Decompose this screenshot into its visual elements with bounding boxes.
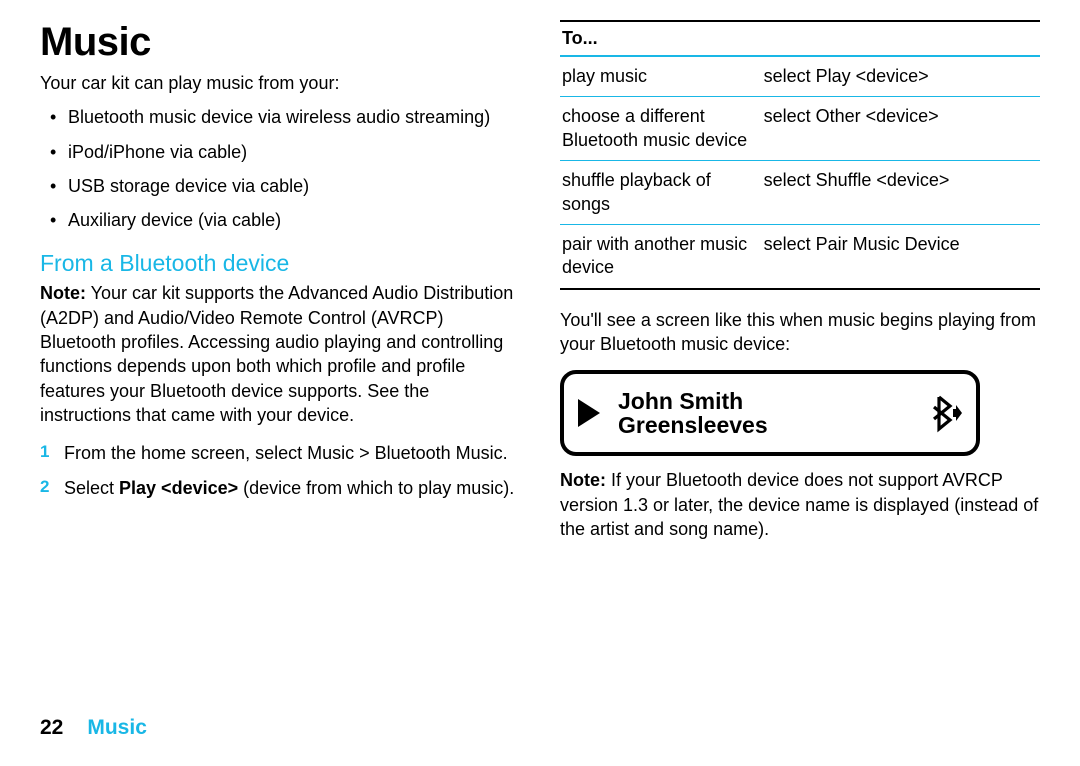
source-list: Bluetooth music device via wireless audi… xyxy=(40,105,520,232)
list-item: Auxiliary device (via cable) xyxy=(54,208,520,232)
actions-table: To... play music select Play <device> ch… xyxy=(560,20,1040,290)
page-number: 22 xyxy=(40,716,63,739)
table-cell: shuffle playback of songs xyxy=(560,161,762,225)
play-icon xyxy=(578,399,600,427)
table-cell: select Other <device> xyxy=(762,97,1040,161)
note-label: Note: xyxy=(560,470,606,490)
device-screen-mock: John Smith Greensleeves xyxy=(560,370,980,456)
track-line: Greensleeves xyxy=(618,413,916,437)
table-cell: select Pair Music Device xyxy=(762,224,1040,288)
table-row: pair with another music device select Pa… xyxy=(560,224,1040,288)
table-cell: choose a different Bluetooth music devic… xyxy=(560,97,762,161)
list-item: USB storage device via cable) xyxy=(54,174,520,198)
artist-line: John Smith xyxy=(618,389,916,413)
table-cell: pair with another music device xyxy=(560,224,762,288)
right-column: To... play music select Play <device> ch… xyxy=(560,20,1040,736)
table-row: choose a different Bluetooth music devic… xyxy=(560,97,1040,161)
now-playing-text: John Smith Greensleeves xyxy=(618,389,916,437)
bluetooth-streaming-icon xyxy=(926,393,962,433)
step-text: From the home screen, select Music > Blu… xyxy=(64,443,508,463)
note-paragraph: Note: Your car kit supports the Advanced… xyxy=(40,281,520,427)
two-column-layout: Music Your car kit can play music from y… xyxy=(40,20,1040,736)
table-row: shuffle playback of songs select Shuffle… xyxy=(560,161,1040,225)
step-number: 1 xyxy=(40,441,49,464)
table-row: play music select Play <device> xyxy=(560,56,1040,97)
left-column: Music Your car kit can play music from y… xyxy=(40,20,520,736)
page-footer: 22 Music xyxy=(40,716,147,740)
steps-list: 1 From the home screen, select Music > B… xyxy=(40,441,520,500)
table-cell: select Shuffle <device> xyxy=(762,161,1040,225)
step-text-bold: Play <device> xyxy=(119,478,238,498)
post-table-text: You'll see a screen like this when music… xyxy=(560,308,1040,357)
note2-paragraph: Note: If your Bluetooth device does not … xyxy=(560,468,1040,541)
step-text-before: Select xyxy=(64,478,119,498)
step-text-after: (device from which to play music). xyxy=(238,478,514,498)
list-item: Bluetooth music device via wireless audi… xyxy=(54,105,520,129)
table-header: To... xyxy=(560,21,1040,56)
table-cell: play music xyxy=(560,56,762,97)
intro-text: Your car kit can play music from your: xyxy=(40,71,520,95)
table-cell: select Play <device> xyxy=(762,56,1040,97)
footer-section: Music xyxy=(87,716,147,739)
step-item: 1 From the home screen, select Music > B… xyxy=(40,441,520,465)
subheading: From a Bluetooth device xyxy=(40,250,520,277)
step-item: 2 Select Play <device> (device from whic… xyxy=(40,476,520,500)
list-item: iPod/iPhone via cable) xyxy=(54,140,520,164)
step-number: 2 xyxy=(40,476,49,499)
note-label: Note: xyxy=(40,283,86,303)
manual-page: Music Your car kit can play music from y… xyxy=(0,0,1080,766)
note-body: If your Bluetooth device does not suppor… xyxy=(560,470,1038,539)
note-body: Your car kit supports the Advanced Audio… xyxy=(40,283,513,424)
page-title: Music xyxy=(40,20,520,65)
